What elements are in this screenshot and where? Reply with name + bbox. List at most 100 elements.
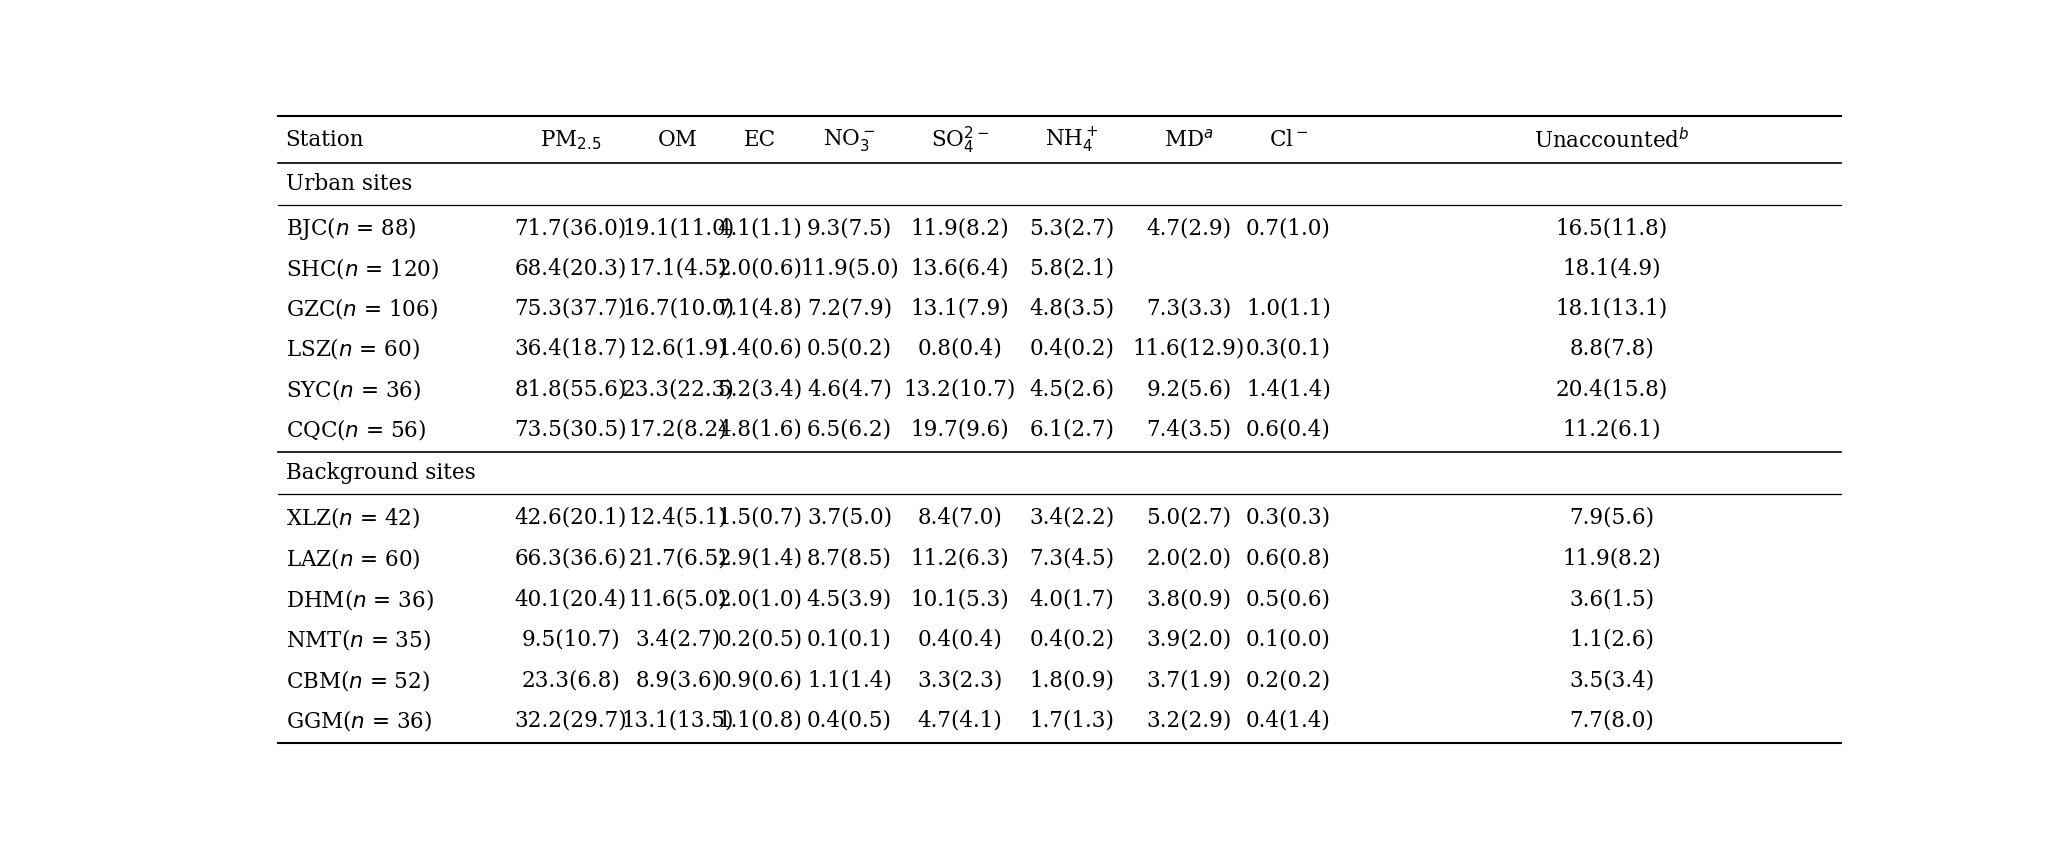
Text: 3.4(2.7): 3.4(2.7) — [635, 629, 721, 651]
Text: PM$_{2.5}$: PM$_{2.5}$ — [539, 128, 601, 152]
Text: 9.5(10.7): 9.5(10.7) — [521, 629, 620, 651]
Text: 1.0(1.1): 1.0(1.1) — [1246, 298, 1331, 320]
Text: 9.2(5.6): 9.2(5.6) — [1147, 378, 1232, 400]
Text: 1.7(1.3): 1.7(1.3) — [1029, 710, 1114, 732]
Text: 81.8(55.6): 81.8(55.6) — [515, 378, 626, 400]
Text: 3.5(3.4): 3.5(3.4) — [1569, 669, 1654, 691]
Text: OM: OM — [657, 129, 699, 151]
Text: 11.9(8.2): 11.9(8.2) — [1563, 547, 1662, 569]
Text: 0.2(0.5): 0.2(0.5) — [717, 629, 802, 651]
Text: Station: Station — [285, 129, 364, 151]
Text: 0.5(0.6): 0.5(0.6) — [1246, 588, 1331, 610]
Text: 0.4(0.4): 0.4(0.4) — [918, 629, 1002, 651]
Text: 3.8(0.9): 3.8(0.9) — [1147, 588, 1232, 610]
Text: SO$_4^{2-}$: SO$_4^{2-}$ — [930, 125, 988, 156]
Text: 3.2(2.9): 3.2(2.9) — [1147, 710, 1232, 732]
Text: 5.2(3.4): 5.2(3.4) — [717, 378, 802, 400]
Text: 12.4(5.1): 12.4(5.1) — [628, 506, 728, 528]
Text: 7.7(8.0): 7.7(8.0) — [1569, 710, 1654, 732]
Text: 0.3(0.3): 0.3(0.3) — [1246, 506, 1331, 528]
Text: 2.0(1.0): 2.0(1.0) — [717, 588, 802, 610]
Text: 16.5(11.8): 16.5(11.8) — [1556, 217, 1668, 239]
Text: 13.1(7.9): 13.1(7.9) — [912, 298, 1009, 320]
Text: 1.1(2.6): 1.1(2.6) — [1569, 629, 1654, 651]
Text: 0.4(0.2): 0.4(0.2) — [1029, 629, 1114, 651]
Text: 16.7(10.0): 16.7(10.0) — [622, 298, 734, 320]
Text: 0.3(0.1): 0.3(0.1) — [1246, 338, 1331, 360]
Text: CQC($n$ = 56): CQC($n$ = 56) — [285, 417, 426, 442]
Text: 0.5(0.2): 0.5(0.2) — [806, 338, 893, 360]
Text: 8.4(7.0): 8.4(7.0) — [918, 506, 1002, 528]
Text: 4.8(1.6): 4.8(1.6) — [717, 419, 802, 441]
Text: 13.2(10.7): 13.2(10.7) — [903, 378, 1017, 400]
Text: CBM($n$ = 52): CBM($n$ = 52) — [285, 668, 430, 693]
Text: 4.8(3.5): 4.8(3.5) — [1029, 298, 1114, 320]
Text: 17.2(8.2): 17.2(8.2) — [628, 419, 728, 441]
Text: 0.6(0.8): 0.6(0.8) — [1246, 547, 1331, 569]
Text: 1.1(0.8): 1.1(0.8) — [717, 710, 802, 732]
Text: 7.3(4.5): 7.3(4.5) — [1029, 547, 1114, 569]
Text: 0.6(0.4): 0.6(0.4) — [1246, 419, 1331, 441]
Text: XLZ($n$ = 42): XLZ($n$ = 42) — [285, 505, 420, 530]
Text: 6.5(6.2): 6.5(6.2) — [806, 419, 893, 441]
Text: LAZ($n$ = 60): LAZ($n$ = 60) — [285, 545, 420, 571]
Text: 11.9(8.2): 11.9(8.2) — [912, 217, 1009, 239]
Text: 2.9(1.4): 2.9(1.4) — [717, 547, 802, 569]
Text: 0.1(0.1): 0.1(0.1) — [806, 629, 893, 651]
Text: NO$_3^-$: NO$_3^-$ — [823, 127, 876, 154]
Text: 5.8(2.1): 5.8(2.1) — [1029, 257, 1114, 279]
Text: 20.4(15.8): 20.4(15.8) — [1556, 378, 1668, 400]
Text: 11.6(12.9): 11.6(12.9) — [1133, 338, 1244, 360]
Text: 0.7(1.0): 0.7(1.0) — [1246, 217, 1331, 239]
Text: 3.7(5.0): 3.7(5.0) — [806, 506, 893, 528]
Text: 19.1(11.0): 19.1(11.0) — [622, 217, 734, 239]
Text: 4.0(1.7): 4.0(1.7) — [1029, 588, 1114, 610]
Text: 1.4(0.6): 1.4(0.6) — [717, 338, 802, 360]
Text: 11.9(5.0): 11.9(5.0) — [800, 257, 899, 279]
Text: 1.1(1.4): 1.1(1.4) — [806, 669, 893, 691]
Text: 3.3(2.3): 3.3(2.3) — [918, 669, 1002, 691]
Text: NH$_4^+$: NH$_4^+$ — [1046, 126, 1100, 155]
Text: 3.9(2.0): 3.9(2.0) — [1147, 629, 1232, 651]
Text: 2.0(0.6): 2.0(0.6) — [717, 257, 802, 279]
Text: 0.8(0.4): 0.8(0.4) — [918, 338, 1002, 360]
Text: 3.4(2.2): 3.4(2.2) — [1029, 506, 1114, 528]
Text: 36.4(18.7): 36.4(18.7) — [515, 338, 626, 360]
Text: 10.1(5.3): 10.1(5.3) — [912, 588, 1009, 610]
Text: 1.5(0.7): 1.5(0.7) — [717, 506, 802, 528]
Text: 4.6(4.7): 4.6(4.7) — [806, 378, 893, 400]
Text: 9.3(7.5): 9.3(7.5) — [806, 217, 893, 239]
Text: 13.6(6.4): 13.6(6.4) — [912, 257, 1009, 279]
Text: DHM($n$ = 36): DHM($n$ = 36) — [285, 587, 434, 612]
Text: 7.9(5.6): 7.9(5.6) — [1569, 506, 1654, 528]
Text: 7.4(3.5): 7.4(3.5) — [1147, 419, 1232, 441]
Text: 4.1(1.1): 4.1(1.1) — [717, 217, 802, 239]
Text: 68.4(20.3): 68.4(20.3) — [515, 257, 626, 279]
Text: Unaccounted$^b$: Unaccounted$^b$ — [1534, 127, 1691, 153]
Text: MD$^a$: MD$^a$ — [1164, 129, 1213, 151]
Text: 4.7(2.9): 4.7(2.9) — [1147, 217, 1232, 239]
Text: 19.7(9.6): 19.7(9.6) — [912, 419, 1009, 441]
Text: 0.9(0.6): 0.9(0.6) — [717, 669, 802, 691]
Text: 1.8(0.9): 1.8(0.9) — [1029, 669, 1114, 691]
Text: EC: EC — [744, 129, 775, 151]
Text: 8.8(7.8): 8.8(7.8) — [1569, 338, 1654, 360]
Text: 23.3(6.8): 23.3(6.8) — [521, 669, 620, 691]
Text: 0.2(0.2): 0.2(0.2) — [1246, 669, 1331, 691]
Text: 40.1(20.4): 40.1(20.4) — [515, 588, 626, 610]
Text: Urban sites: Urban sites — [285, 173, 411, 195]
Text: 32.2(29.7): 32.2(29.7) — [515, 710, 626, 732]
Text: 23.3(22.3): 23.3(22.3) — [622, 378, 734, 400]
Text: 7.2(7.9): 7.2(7.9) — [806, 298, 893, 320]
Text: LSZ($n$ = 60): LSZ($n$ = 60) — [285, 337, 420, 361]
Text: 6.1(2.7): 6.1(2.7) — [1029, 419, 1114, 441]
Text: 73.5(30.5): 73.5(30.5) — [515, 419, 626, 441]
Text: 12.6(1.9): 12.6(1.9) — [628, 338, 728, 360]
Text: 3.6(1.5): 3.6(1.5) — [1569, 588, 1654, 610]
Text: 0.4(1.4): 0.4(1.4) — [1246, 710, 1331, 732]
Text: 13.1(13.5): 13.1(13.5) — [622, 710, 734, 732]
Text: 71.7(36.0): 71.7(36.0) — [515, 217, 626, 239]
Text: 3.7(1.9): 3.7(1.9) — [1147, 669, 1232, 691]
Text: 66.3(36.6): 66.3(36.6) — [515, 547, 626, 569]
Text: 18.1(13.1): 18.1(13.1) — [1556, 298, 1668, 320]
